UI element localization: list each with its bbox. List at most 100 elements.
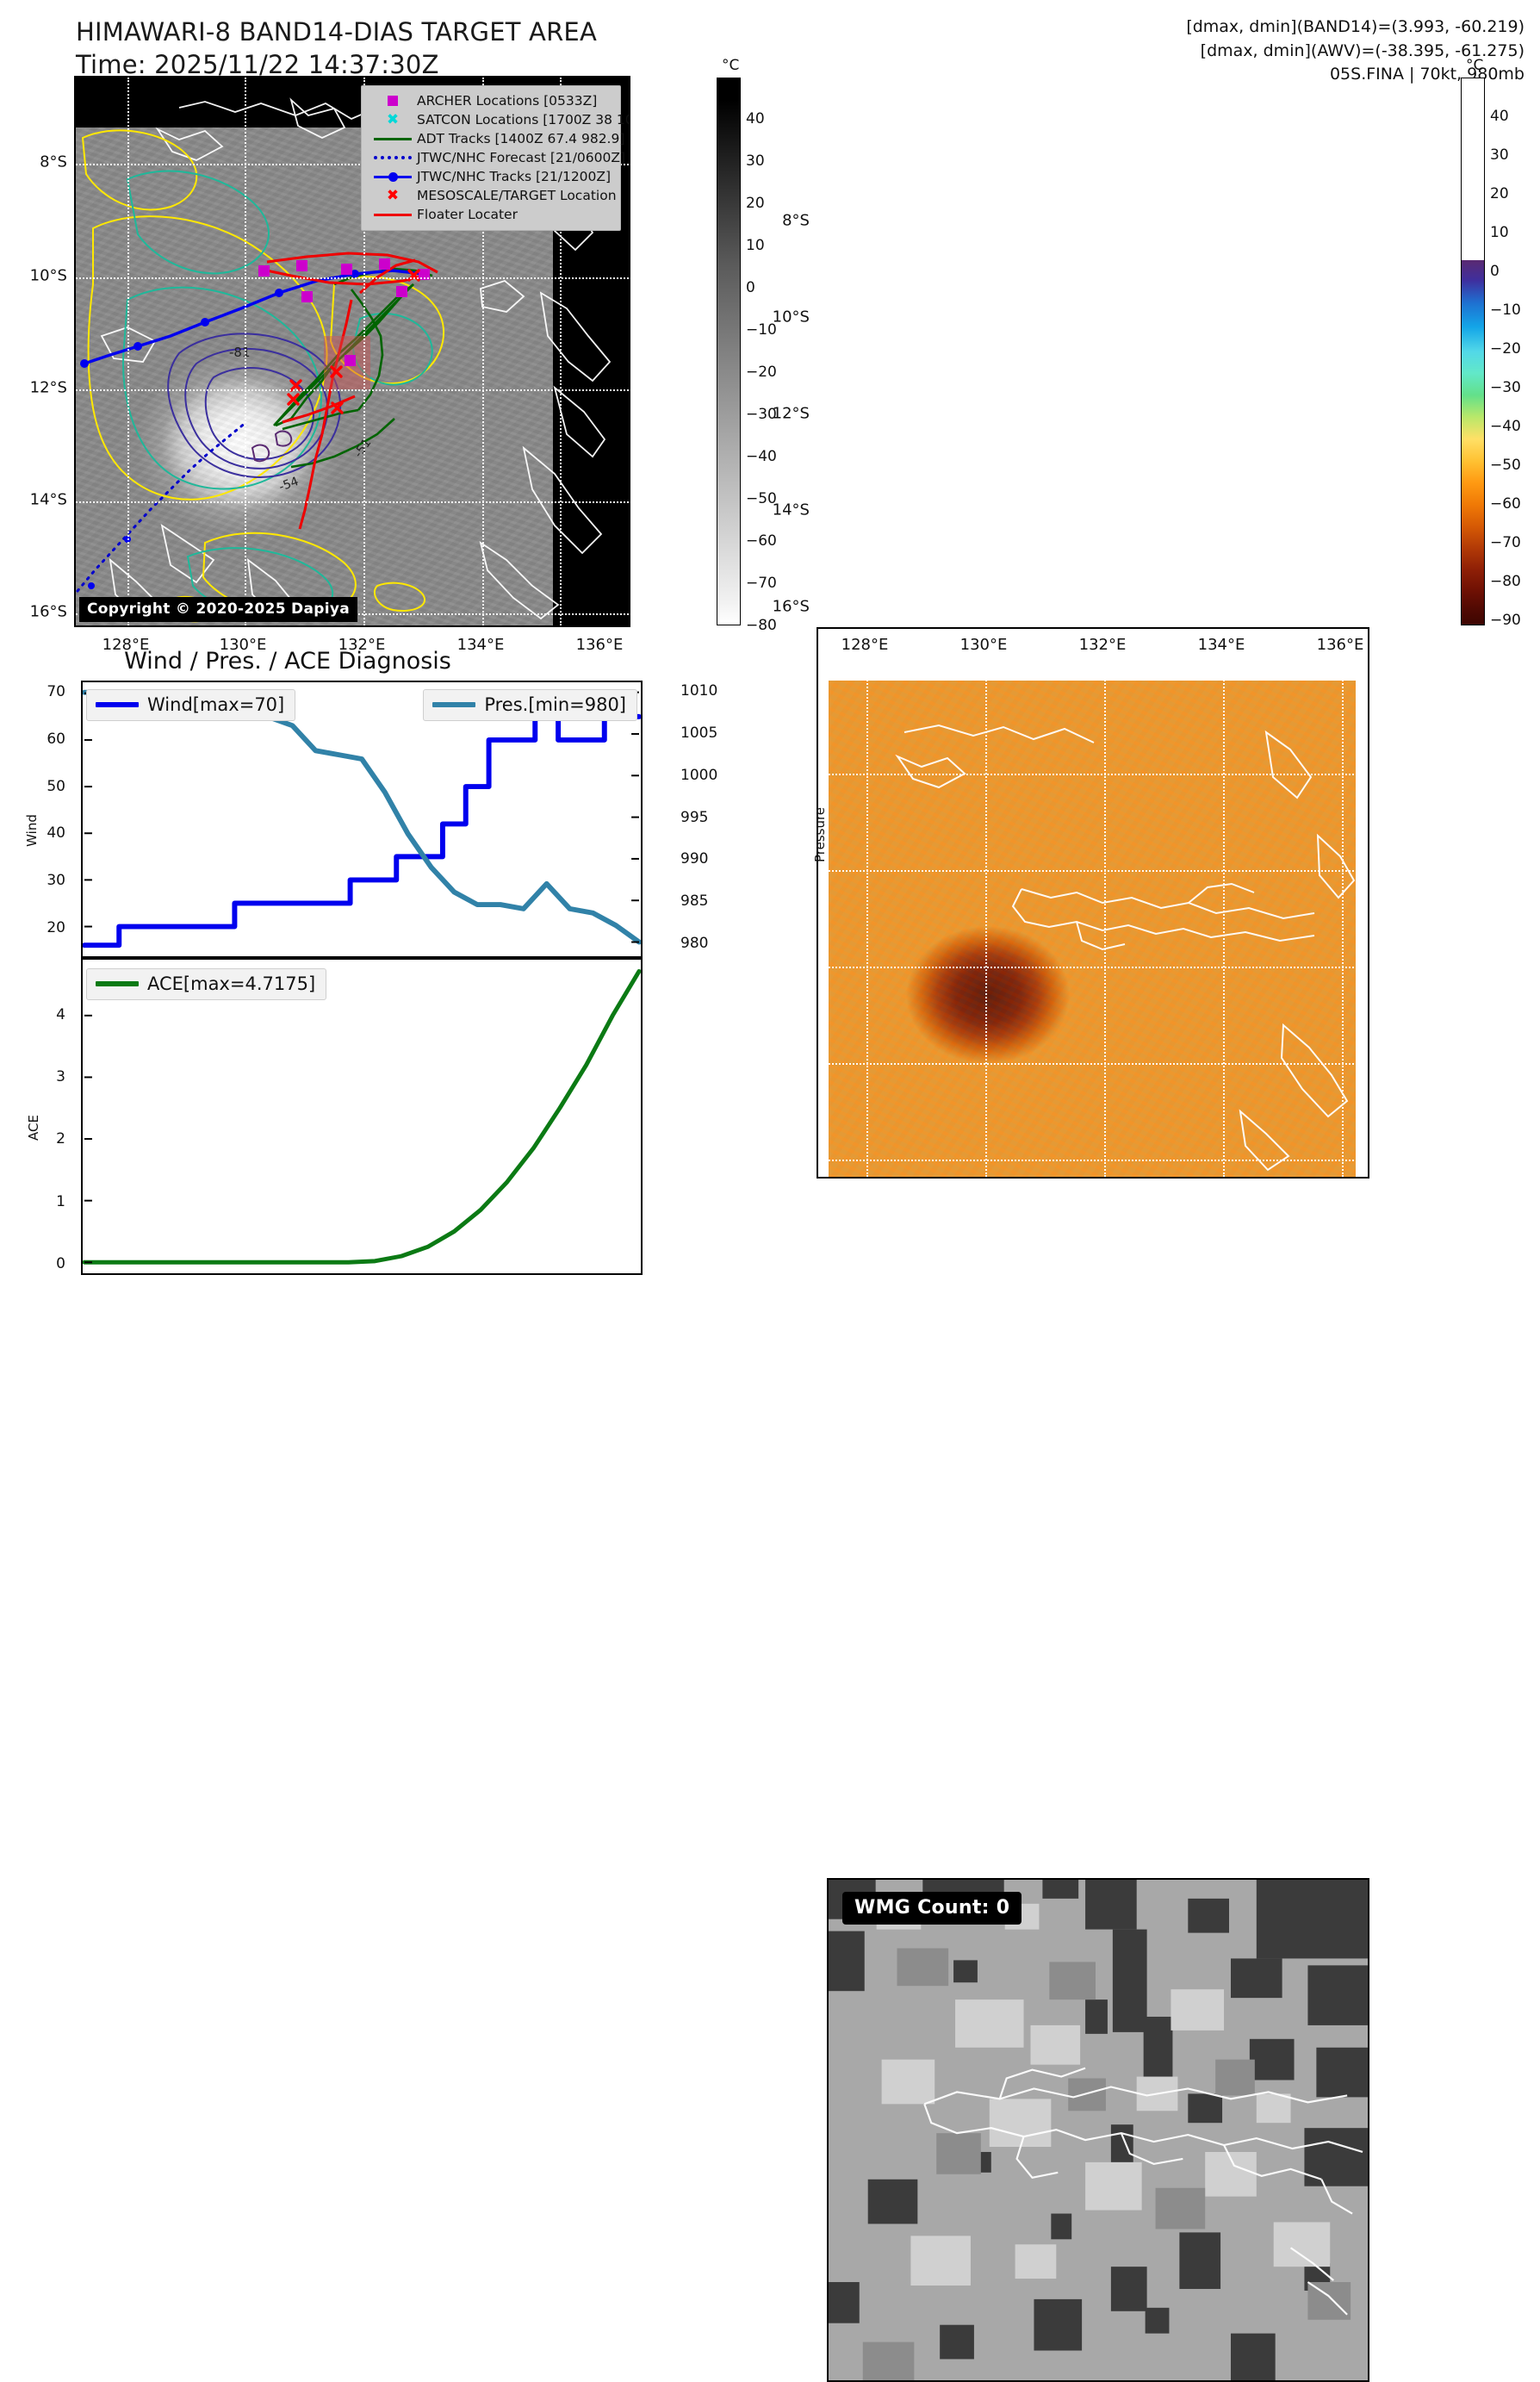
- legend-label-adt: ADT Tracks [1400Z 67.4 982.9]: [417, 131, 625, 146]
- pressure-y-tick-labels: 980 985 990 995 1000 1005 1010: [651, 681, 729, 958]
- bd-colorbar-ticks: 40 30 20 10 0 −10 −20 −30 −40 −50 −60 −7…: [1490, 78, 1540, 629]
- bd-colorbar: [1461, 78, 1485, 625]
- bd-lon-axis: 128°E 130°E 132°E 134°E 136°E: [817, 636, 1369, 662]
- bd-lon-tick-3: 134°E: [1197, 636, 1245, 654]
- ir-grid-lon-130E: [245, 78, 246, 625]
- bd-cb-tick-1: 30: [1490, 146, 1509, 164]
- bd-lat-tick-2: 12°S: [772, 404, 810, 423]
- ir-lat-tick-4: 16°S: [29, 602, 67, 621]
- wind-pres-ace-chart[interactable]: Wind[max=70] Pres.[min=980] ACE[max=4.71…: [81, 681, 643, 1275]
- ir-lat-tick-0: 8°S: [40, 152, 67, 171]
- wind-pressure-subplot[interactable]: [81, 681, 643, 958]
- bd-colorbar-units: °C: [1466, 57, 1484, 74]
- bd-field-texture: [829, 681, 1356, 1177]
- wind-tick-40: 40: [47, 824, 65, 843]
- legend-label-mesoscale: MESOSCALE/TARGET Location: [417, 188, 617, 203]
- ir-colorbar-units: °C: [722, 57, 740, 74]
- legend-item-adt-tracks: ADT Tracks [1400Z 67.4 982.9]: [369, 129, 624, 148]
- ir-lat-tick-1: 10°S: [29, 266, 67, 285]
- ir-satellite-map[interactable]: -81 -51 -54 ARCHER Locations [0533Z] ✖ S…: [74, 76, 630, 627]
- ir-lat-tick-3: 14°S: [29, 490, 67, 509]
- ace-subplot[interactable]: [81, 958, 643, 1275]
- legend-label-jtwc-forecast: JTWC/NHC Forecast [21/0600Z]: [417, 150, 626, 165]
- ir-cb-tick-7: −30: [746, 406, 777, 423]
- title-main: HIMAWARI-8 BAND14-DIAS TARGET AREA: [76, 17, 597, 47]
- ir-cb-tick-8: −40: [746, 448, 777, 465]
- bd-grid-lat-14S: [818, 1063, 1368, 1065]
- ace-plot-area: [83, 968, 641, 1265]
- bd-grid-lat-12S: [818, 967, 1368, 968]
- dmax-awv-text: [dmax, dmin](AWV)=(-38.395, -61.275): [1200, 40, 1524, 60]
- ir-grid-lat-8S: [76, 164, 629, 165]
- bd-overlay-vectors: [895, 724, 1356, 1172]
- bd-cb-tick-9: −50: [1490, 457, 1521, 474]
- bd-lat-tick-0: 8°S: [782, 211, 810, 230]
- ir-lon-tick-2: 132°E: [338, 636, 386, 654]
- ir-lon-tick-4: 136°E: [575, 636, 624, 654]
- legend-item-archer: ARCHER Locations [0533Z]: [369, 91, 613, 110]
- copyright-notice: Copyright © 2020-2025 Dapiya: [79, 597, 357, 622]
- wind-line-swatch: [96, 702, 139, 707]
- bd-cb-tick-13: −90: [1490, 612, 1521, 629]
- magenta-square-icon: [369, 91, 417, 110]
- wmg-cloud-cluster-map[interactable]: WMG Count: 0: [827, 1878, 1369, 2382]
- title-time: Time: 2025/11/22 14:37:30Z: [76, 50, 439, 80]
- ir-colorbar: [717, 78, 741, 625]
- ir-cb-tick-4: 0: [746, 279, 755, 296]
- ir-map-legend: ARCHER Locations [0533Z] ✖ SATCON Locati…: [361, 85, 629, 231]
- ir-cb-tick-6: −20: [746, 364, 777, 381]
- wind-tick-30: 30: [47, 872, 65, 890]
- bd-enhancement-map[interactable]: [817, 627, 1369, 1179]
- bd-grid-lon-136E: [1342, 629, 1344, 1177]
- legend-label-jtwc-tracks: JTWC/NHC Tracks [21/1200Z]: [417, 169, 612, 184]
- ir-cb-tick-12: −80: [746, 617, 777, 634]
- wind-tick-50: 50: [47, 777, 65, 795]
- bd-cb-tick-0: 40: [1490, 108, 1509, 125]
- bd-cb-tick-10: −60: [1490, 495, 1521, 513]
- pressure-tick-1010: 1010: [680, 681, 718, 700]
- bd-lat-tick-3: 14°S: [772, 501, 810, 519]
- red-x-icon: ✖: [386, 186, 400, 204]
- bd-lon-tick-1: 130°E: [959, 636, 1008, 654]
- pressure-legend-label: Pres.[min=980]: [484, 694, 626, 715]
- pressure-tick-985: 985: [680, 892, 709, 911]
- bd-grid-lat-16S: [818, 1160, 1368, 1161]
- ace-legend: ACE[max=4.7175]: [86, 968, 327, 1000]
- pressure-tick-1005: 1005: [680, 724, 718, 742]
- bd-lat-tick-1: 10°S: [772, 308, 810, 327]
- ace-tick-3: 3: [56, 1067, 65, 1085]
- dmax-band14-text: [dmax, dmin](BAND14)=(3.993, -60.219): [1186, 17, 1524, 36]
- wind-tick-70: 70: [47, 682, 65, 700]
- ace-tick-0: 0: [56, 1255, 65, 1273]
- bd-grid-lon-130E: [985, 629, 987, 1177]
- ir-lon-axis: 128°E 130°E 132°E 134°E 136°E: [74, 636, 630, 662]
- wmg-count-badge: WMG Count: 0: [842, 1892, 1022, 1925]
- legend-item-jtwc-tracks: JTWC/NHC Tracks [21/1200Z]: [369, 167, 613, 186]
- ir-cb-tick-0: 40: [746, 110, 765, 127]
- pressure-axis-label: Pressure: [812, 806, 829, 863]
- ace-tick-2: 2: [56, 1130, 65, 1148]
- ir-colorbar-ticks: 40 30 20 10 0 −10 −20 −30 −40 −50 −60 −7…: [746, 78, 806, 634]
- blue-dotted-line-icon: [369, 148, 417, 167]
- bd-grid-lon-132E: [1104, 629, 1106, 1177]
- red-line-icon: [369, 205, 417, 224]
- bd-cb-tick-8: −40: [1490, 418, 1521, 435]
- bd-lon-tick-2: 132°E: [1078, 636, 1127, 654]
- ir-lon-tick-0: 128°E: [102, 636, 150, 654]
- legend-label-satcon: SATCON Locations [1700Z 38 1000]: [417, 112, 629, 127]
- legend-item-jtwc-forecast: JTWC/NHC Forecast [21/0600Z]: [369, 148, 625, 167]
- ir-cb-tick-10: −60: [746, 532, 777, 550]
- ir-grid-lat-10S: [76, 277, 629, 279]
- wind-legend-label: Wind[max=70]: [147, 694, 285, 715]
- bd-lat-tick-4: 16°S: [772, 597, 810, 616]
- pressure-legend: Pres.[min=980]: [423, 689, 637, 721]
- ir-lat-tick-2: 12°S: [29, 378, 67, 397]
- bd-cb-tick-4: 0: [1490, 263, 1500, 280]
- bd-lon-tick-0: 128°E: [841, 636, 889, 654]
- ir-grid-lon-134E: [482, 78, 484, 625]
- ir-cb-tick-3: 10: [746, 237, 765, 254]
- bd-lon-tick-4: 136°E: [1316, 636, 1364, 654]
- pressure-tick-980: 980: [680, 935, 709, 953]
- pressure-tick-995: 995: [680, 808, 709, 826]
- bd-cb-tick-2: 20: [1490, 185, 1509, 202]
